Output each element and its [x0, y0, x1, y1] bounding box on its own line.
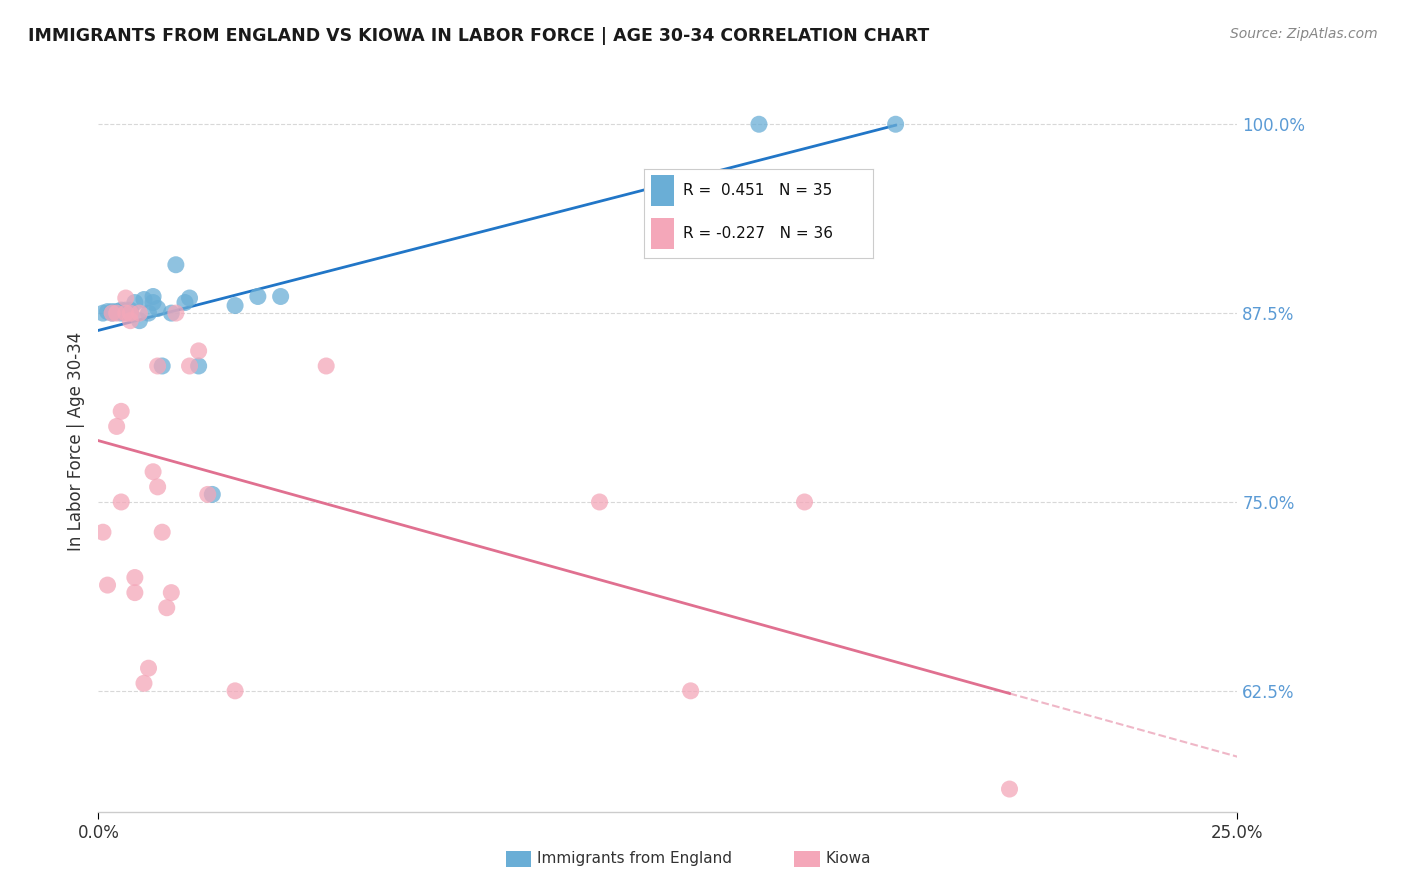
Point [748, 117, 770, 131]
Point [187, 343, 209, 358]
Text: Immigrants from England: Immigrants from England [537, 852, 733, 866]
Point [165, 306, 187, 320]
Point [165, 258, 187, 272]
Point [160, 585, 183, 599]
Point [96, 304, 118, 318]
Bar [651, 218, 673, 249]
Point [197, 487, 219, 501]
Point [124, 295, 146, 310]
Text: R = -0.227   N = 36: R = -0.227 N = 36 [683, 226, 834, 241]
Point [120, 306, 142, 320]
Point [114, 291, 136, 305]
Point [187, 359, 209, 373]
Point [138, 306, 160, 320]
Point [120, 306, 142, 320]
Text: Kiowa: Kiowa [825, 852, 870, 866]
Point [101, 304, 124, 318]
Point [114, 306, 136, 320]
Point [270, 289, 292, 303]
Point [91, 525, 114, 540]
Point [179, 291, 201, 305]
Text: IMMIGRANTS FROM ENGLAND VS KIOWA IN LABOR FORCE | AGE 30-34 CORRELATION CHART: IMMIGRANTS FROM ENGLAND VS KIOWA IN LABO… [28, 27, 929, 45]
Point [105, 306, 128, 320]
Point [110, 495, 132, 509]
Point [91, 306, 114, 320]
Text: R =  0.451   N = 35: R = 0.451 N = 35 [683, 183, 832, 198]
Point [124, 570, 146, 584]
Point [315, 359, 337, 373]
Point [142, 465, 165, 479]
Point [120, 313, 142, 327]
Point [998, 782, 1021, 797]
Point [138, 661, 160, 675]
Point [101, 306, 124, 320]
Point [132, 676, 155, 690]
Point [110, 303, 132, 318]
Point [201, 487, 224, 501]
Point [110, 404, 132, 418]
Point [128, 306, 150, 320]
Point [101, 306, 124, 320]
Point [160, 306, 183, 320]
Point [110, 304, 132, 318]
Point [224, 299, 246, 313]
Point [793, 495, 815, 509]
Point [150, 359, 173, 373]
Point [110, 306, 132, 320]
Point [96, 578, 118, 592]
Point [132, 293, 155, 307]
Point [179, 359, 201, 373]
Point [246, 289, 269, 303]
Point [156, 600, 179, 615]
Point [224, 683, 246, 698]
Point [146, 301, 169, 316]
Point [105, 419, 128, 434]
Point [128, 313, 150, 327]
Point [142, 289, 165, 303]
Point [146, 480, 169, 494]
Point [114, 303, 136, 318]
Point [588, 495, 610, 509]
Point [120, 303, 142, 318]
Point [174, 295, 197, 310]
Point [105, 304, 128, 318]
Text: Source: ZipAtlas.com: Source: ZipAtlas.com [1230, 27, 1378, 41]
Point [150, 525, 173, 540]
Point [114, 304, 136, 318]
Point [679, 683, 702, 698]
Point [884, 117, 907, 131]
Y-axis label: In Labor Force | Age 30-34: In Labor Force | Age 30-34 [66, 332, 84, 551]
Point [124, 585, 146, 599]
Point [142, 295, 165, 310]
Point [146, 359, 169, 373]
Bar [651, 175, 673, 206]
